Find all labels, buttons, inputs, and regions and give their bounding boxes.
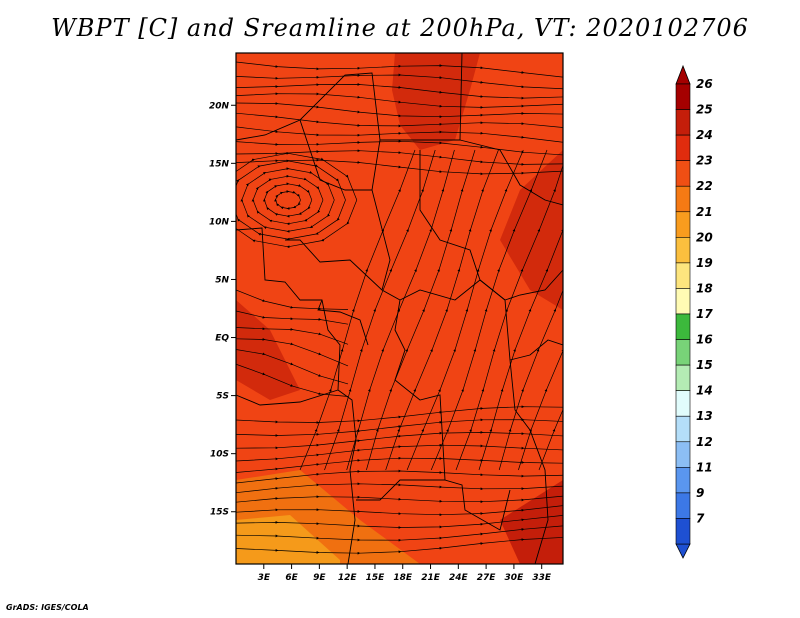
colorbar-segment	[675, 185, 691, 213]
streamlines	[236, 61, 563, 555]
border-line	[236, 72, 506, 301]
streamline	[236, 289, 349, 311]
streamline	[236, 537, 563, 555]
streamline	[236, 310, 349, 325]
colorbar-label: 25	[696, 103, 713, 117]
streamline	[236, 505, 563, 517]
lon-label: 30E	[505, 573, 525, 583]
streamline	[236, 112, 563, 128]
colorbar-label: 26	[696, 77, 713, 91]
streamline	[236, 515, 563, 529]
latitude-axis: 20N 15N 10N 5N EQ 5S 10S 15S	[209, 101, 236, 518]
longitude-axis: 3E 6E 9E 12E 15E 18E 21E 24E 27E 30E 33E	[258, 564, 552, 583]
streamline	[236, 495, 563, 504]
streamline	[236, 456, 563, 473]
map-title: WBPT [C] and Sreamline at 200hPa, VT: 20…	[51, 14, 749, 42]
colorbar-label: 17	[696, 307, 713, 321]
map-frame	[235, 52, 564, 565]
border-line	[317, 299, 369, 346]
colorbar-label: 11	[696, 460, 713, 474]
lat-label: 10N	[209, 217, 230, 227]
streamline	[236, 482, 563, 494]
streamline	[518, 188, 563, 471]
colorbar-segment	[675, 160, 691, 187]
colorbar-label: 21	[696, 205, 713, 219]
lat-label: EQ	[215, 334, 229, 344]
colorbar-segment	[675, 211, 691, 238]
border-line	[285, 239, 383, 291]
lat-label: 20N	[209, 101, 230, 111]
border-line	[419, 150, 481, 281]
colorbar-segment	[675, 288, 691, 315]
border-line	[236, 227, 357, 564]
lon-label: 21E	[421, 573, 441, 583]
colorbar-label: 15	[696, 358, 713, 372]
colorbar-segment	[675, 390, 691, 417]
colorbar-segment	[675, 415, 691, 443]
border-line	[504, 269, 563, 301]
streamline	[236, 349, 349, 385]
lat-label: 15N	[209, 159, 230, 169]
colorbar-segment	[675, 467, 691, 494]
lon-label: 24E	[449, 573, 469, 583]
lat-label: 15S	[210, 508, 229, 518]
streamline	[236, 337, 349, 367]
streamline	[236, 363, 349, 397]
colorbar-label: 16	[696, 333, 713, 347]
colorbar-segment	[675, 518, 691, 545]
colorbar-segment	[675, 134, 691, 161]
colorbar-label: 9	[696, 486, 704, 500]
colorbar-label: 12	[696, 435, 713, 449]
colorbar-label: 20	[696, 230, 713, 244]
colorbar-segment	[675, 364, 691, 391]
border-line	[394, 299, 511, 531]
colorbar-segment	[675, 237, 691, 264]
colorbar-label: 7	[696, 511, 705, 525]
colorbar-segment	[675, 109, 691, 136]
streamline	[236, 126, 563, 143]
colorbar: 26 25 24 23 22 21 20 19 18 17 16 15 14 13 12 11 9 7	[675, 64, 713, 559]
colorbar-label: 18	[696, 281, 713, 295]
streamline	[236, 327, 349, 345]
colorbar-label: 24	[696, 128, 713, 142]
colorbar-label: 14	[696, 384, 713, 398]
lon-label: 18E	[393, 573, 413, 583]
colorbar-top-arrow	[675, 64, 691, 85]
colorbar-segment	[675, 262, 691, 289]
border-line	[236, 389, 339, 406]
lon-label: 15E	[366, 573, 386, 583]
lon-label: 9E	[313, 573, 326, 583]
border-line	[459, 139, 563, 206]
colorbar-label: 13	[696, 409, 713, 423]
colorbar-segment	[675, 492, 691, 519]
border-line	[509, 339, 563, 361]
colorbar-label: 19	[696, 256, 713, 270]
border-line	[299, 119, 372, 191]
lon-label: 27E	[477, 573, 497, 583]
border-line	[356, 479, 445, 501]
country-borders	[236, 53, 563, 564]
colorbar-label: 23	[696, 154, 713, 168]
colorbar-segment	[675, 339, 691, 366]
lon-label: 12E	[338, 573, 358, 583]
colorbar-segment	[675, 313, 691, 340]
colorbar-bottom-arrow	[675, 543, 691, 559]
lon-label: 3E	[258, 573, 271, 583]
colorbar-segment	[675, 441, 691, 468]
streamline	[236, 469, 563, 484]
lat-label: 5N	[215, 275, 229, 285]
streamline	[538, 188, 563, 471]
lon-label: 33E	[532, 573, 552, 583]
border-line	[479, 279, 549, 564]
credit-label: GrADS: IGES/COLA	[6, 603, 89, 612]
lat-label: 5S	[216, 392, 229, 402]
lon-label: 6E	[285, 573, 298, 583]
lat-label: 10S	[210, 450, 229, 460]
streamline	[236, 61, 563, 78]
colorbar-segment	[675, 83, 691, 110]
colorbar-label: 22	[696, 179, 713, 193]
